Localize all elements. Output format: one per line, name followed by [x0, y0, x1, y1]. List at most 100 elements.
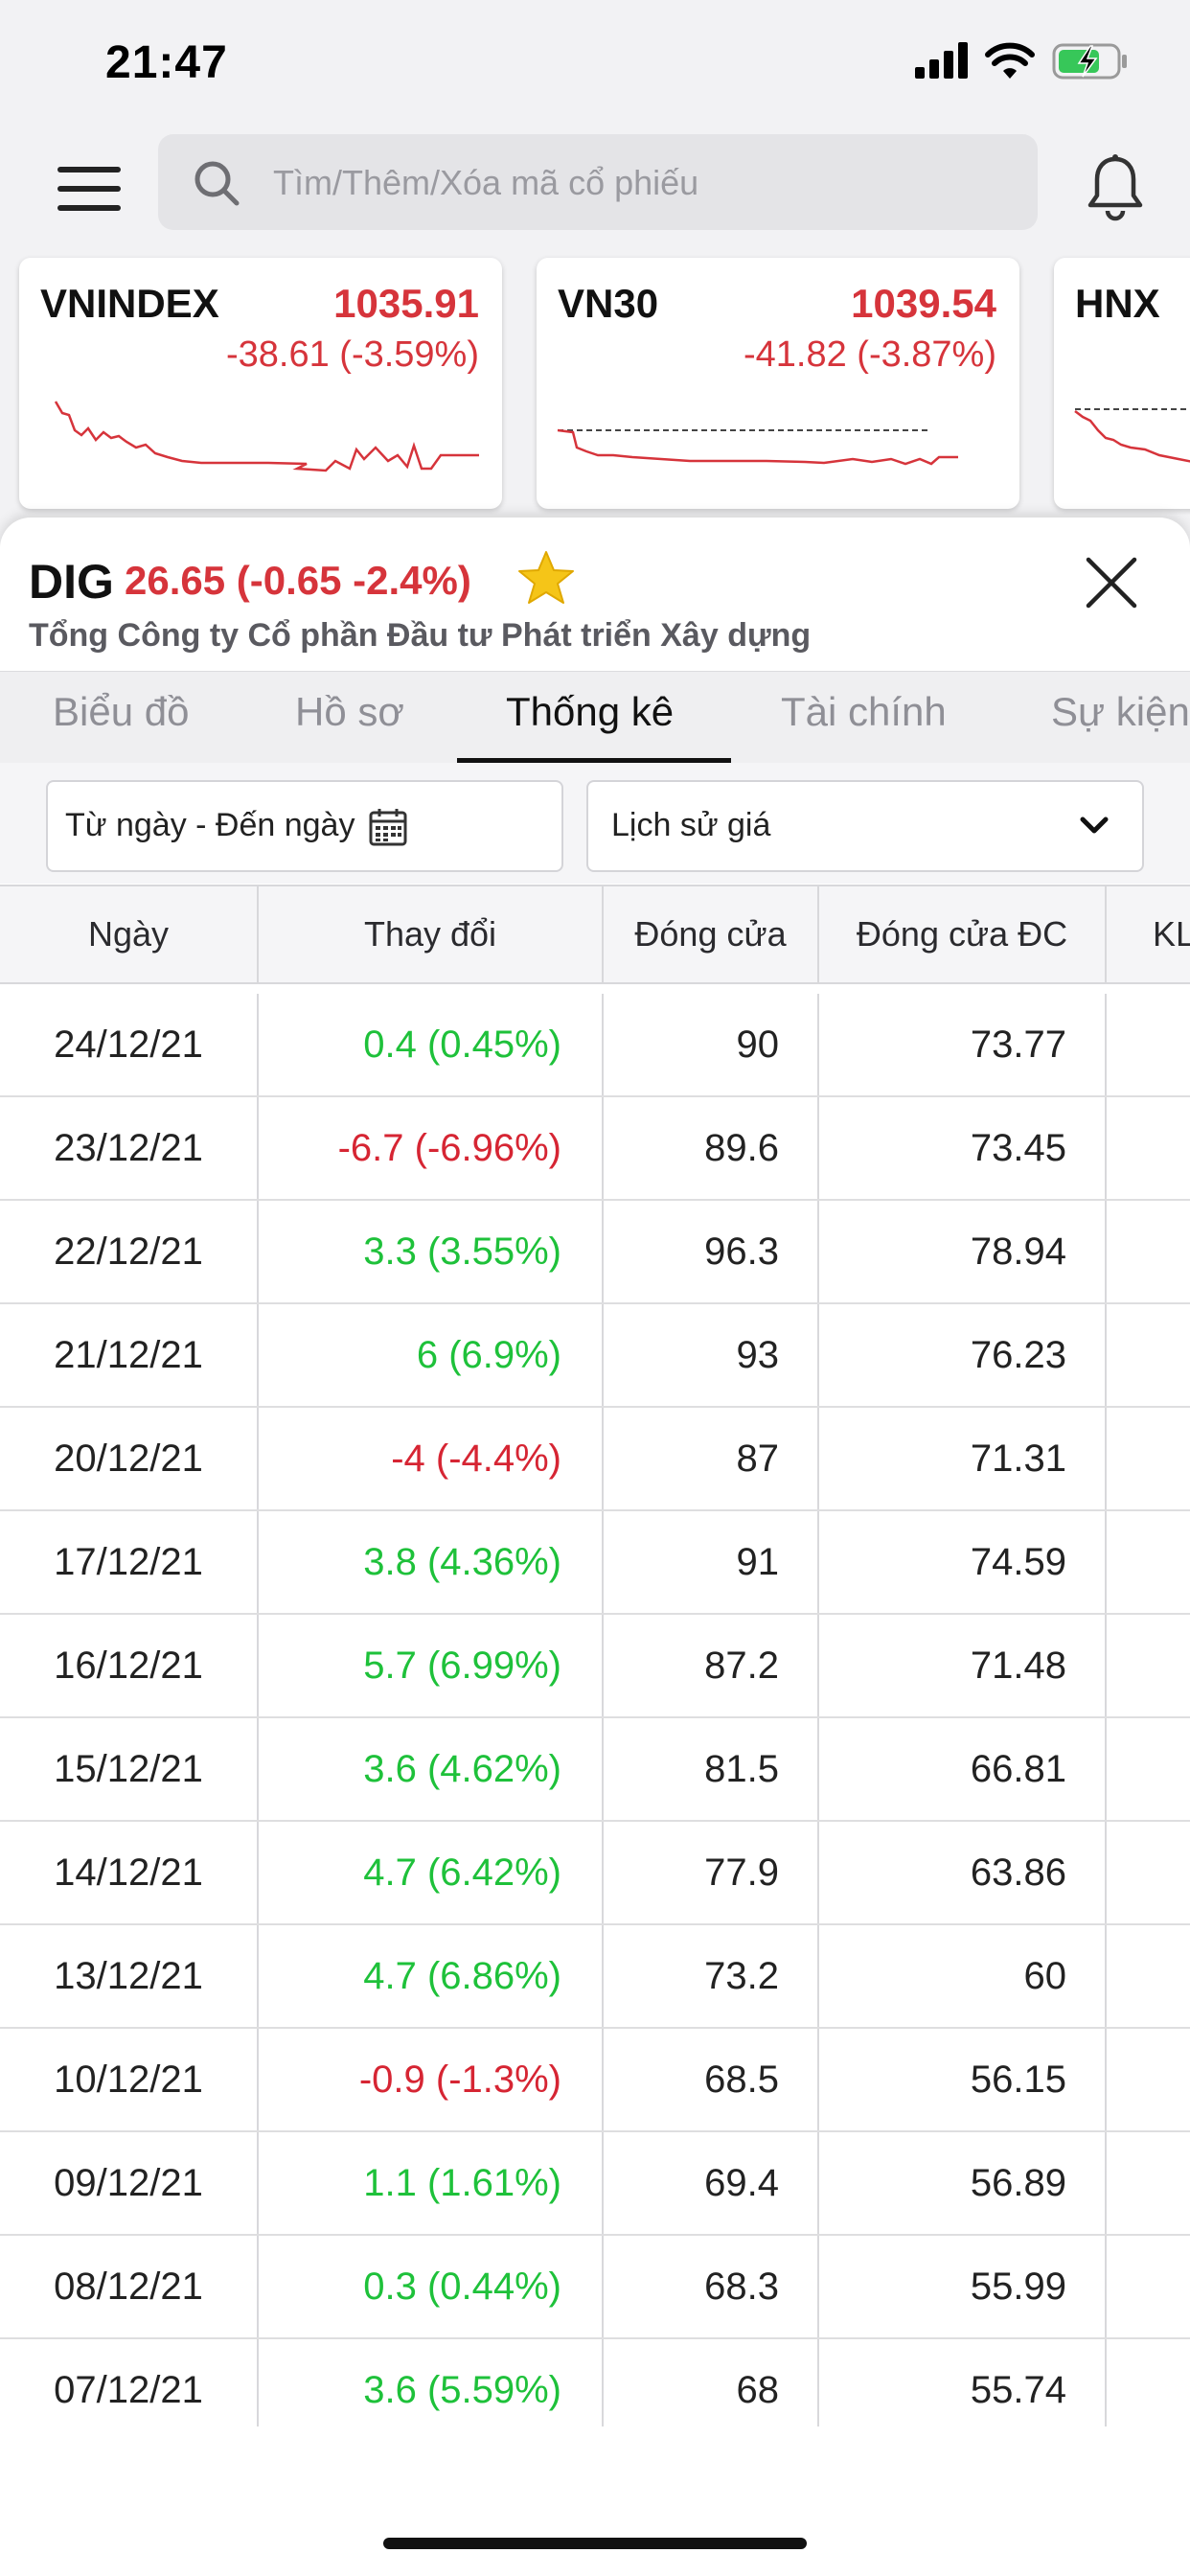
table-row[interactable]: 07/12/21 3.6 (5.59%) 68 55.74 — [0, 2339, 1190, 2426]
table-row[interactable]: 24/12/21 0.4 (0.45%) 90 73.77 — [0, 994, 1190, 1097]
cell-adjusted-close: 55.99 — [819, 2236, 1107, 2337]
status-bar: 21:47 — [0, 0, 1190, 125]
search-bar[interactable] — [158, 134, 1038, 230]
column-header-volume[interactable]: KL — [1153, 914, 1190, 954]
cell-close: 73.2 — [604, 1925, 819, 2027]
cell-volume — [1107, 2339, 1190, 2426]
index-price: 1039.54 — [851, 281, 996, 326]
cell-close: 69.4 — [604, 2132, 819, 2234]
bell-icon[interactable] — [1085, 153, 1146, 222]
table-row[interactable]: 13/12/21 4.7 (6.86%) 73.2 60 — [0, 1925, 1190, 2029]
calendar-icon — [369, 809, 407, 846]
column-header-date[interactable]: Ngày — [0, 886, 259, 982]
cell-change: 4.7 (6.86%) — [259, 1925, 604, 2027]
cellular-signal-icon — [915, 42, 968, 79]
cell-volume — [1107, 1822, 1190, 1923]
cell-close: 87 — [604, 1408, 819, 1509]
cell-change: 1.1 (1.61%) — [259, 2132, 604, 2234]
cell-adjusted-close: 76.23 — [819, 1304, 1107, 1406]
index-sparkline — [54, 401, 479, 472]
cell-date: 16/12/21 — [0, 1615, 259, 1716]
cell-close: 77.9 — [604, 1822, 819, 1923]
cell-change: -0.9 (-1.3%) — [259, 2029, 604, 2130]
cell-adjusted-close: 56.89 — [819, 2132, 1107, 2234]
column-header-change[interactable]: Thay đổi — [259, 886, 604, 982]
status-time: 21:47 — [105, 37, 228, 88]
index-name: VN30 — [558, 281, 659, 326]
active-tab-indicator — [457, 758, 731, 763]
search-input[interactable] — [271, 153, 1003, 213]
tab-bar: Biểu đồ Hồ sơ Thống kê Tài chính Sự kiện — [0, 671, 1190, 765]
cell-change: 3.8 (4.36%) — [259, 1511, 604, 1613]
filter-bar: Từ ngày - Đến ngày Lịch sử giá — [0, 763, 1190, 884]
price-history-table[interactable]: 24/12/21 0.4 (0.45%) 90 73.77 23/12/21 -6.7 (… — [0, 982, 1190, 2426]
tab-chart[interactable]: Biểu đồ — [53, 689, 190, 734]
table-row[interactable]: 22/12/21 3.3 (3.55%) 96.3 78.94 — [0, 1201, 1190, 1304]
cell-close: 68.5 — [604, 2029, 819, 2130]
table-row[interactable]: 20/12/21 -4 (-4.4%) 87 71.31 — [0, 1408, 1190, 1511]
hamburger-menu-icon[interactable] — [57, 167, 121, 213]
star-icon[interactable] — [515, 548, 577, 610]
battery-charging-icon — [1052, 43, 1127, 80]
table-row[interactable]: 17/12/21 3.8 (4.36%) 91 74.59 — [0, 1511, 1190, 1615]
close-icon[interactable] — [1083, 554, 1140, 611]
table-row[interactable]: 23/12/21 -6.7 (-6.96%) 89.6 73.45 — [0, 1097, 1190, 1201]
date-range-picker[interactable]: Từ ngày - Đến ngày — [46, 780, 563, 872]
cell-volume — [1107, 1408, 1190, 1509]
cell-adjusted-close: 55.74 — [819, 2339, 1107, 2426]
table-row[interactable]: 10/12/21 -0.9 (-1.3%) 68.5 56.15 — [0, 2029, 1190, 2132]
column-header-adjusted-close[interactable]: Đóng cửa ĐC — [819, 886, 1107, 982]
cell-volume — [1107, 2029, 1190, 2130]
cell-adjusted-close: 74.59 — [819, 1511, 1107, 1613]
tab-events[interactable]: Sự kiện — [1051, 689, 1190, 734]
table-row[interactable]: 15/12/21 3.6 (4.62%) 81.5 66.81 — [0, 1718, 1190, 1822]
cell-change: 6 (6.9%) — [259, 1304, 604, 1406]
index-cards-row: VNINDEX 1035.91 -38.61 (-3.59%) VN30 103… — [0, 254, 1190, 515]
tab-profile[interactable]: Hồ sơ — [295, 689, 404, 734]
cell-adjusted-close: 78.94 — [819, 1201, 1107, 1302]
search-icon — [195, 161, 240, 206]
cell-date: 08/12/21 — [0, 2236, 259, 2337]
cell-date: 09/12/21 — [0, 2132, 259, 2234]
cell-change: 0.4 (0.45%) — [259, 994, 604, 1095]
table-row[interactable]: 08/12/21 0.3 (0.44%) 68.3 55.99 — [0, 2236, 1190, 2339]
cell-date: 07/12/21 — [0, 2339, 259, 2426]
cell-close: 96.3 — [604, 1201, 819, 1302]
cell-change: 0.3 (0.44%) — [259, 2236, 604, 2337]
cell-volume — [1107, 1304, 1190, 1406]
cell-date: 17/12/21 — [0, 1511, 259, 1613]
history-type-value: Lịch sử giá — [611, 807, 771, 843]
index-sparkline — [1074, 408, 1190, 463]
cell-volume — [1107, 1718, 1190, 1820]
stock-price-change: 26.65 (-0.65 -2.4%) — [125, 558, 471, 603]
table-row[interactable]: 09/12/21 1.1 (1.61%) 69.4 56.89 — [0, 2132, 1190, 2236]
table-row[interactable]: 21/12/21 6 (6.9%) 93 76.23 — [0, 1304, 1190, 1408]
table-row[interactable]: 16/12/21 5.7 (6.99%) 87.2 71.48 — [0, 1615, 1190, 1718]
cell-date: 21/12/21 — [0, 1304, 259, 1406]
cell-date: 14/12/21 — [0, 1822, 259, 1923]
wifi-icon — [985, 42, 1035, 79]
company-name: Tổng Công ty Cổ phần Đầu tư Phát triển X… — [29, 617, 812, 654]
cell-adjusted-close: 60 — [819, 1925, 1107, 2027]
cell-adjusted-close: 73.45 — [819, 1097, 1107, 1199]
cell-close: 93 — [604, 1304, 819, 1406]
cell-volume — [1107, 1615, 1190, 1716]
cell-adjusted-close: 71.48 — [819, 1615, 1107, 1716]
cell-change: 5.7 (6.99%) — [259, 1615, 604, 1716]
date-range-label: Từ ngày - Đến ngày — [65, 807, 355, 843]
cell-change: 4.7 (6.42%) — [259, 1822, 604, 1923]
column-header-close[interactable]: Đóng cửa — [604, 886, 819, 982]
tab-finance[interactable]: Tài chính — [781, 689, 947, 734]
table-row[interactable]: 14/12/21 4.7 (6.42%) 77.9 63.86 — [0, 1822, 1190, 1925]
cell-date: 15/12/21 — [0, 1718, 259, 1820]
cell-change: 3.3 (3.55%) — [259, 1201, 604, 1302]
cell-close: 68.3 — [604, 2236, 819, 2337]
tab-statistics[interactable]: Thống kê — [506, 689, 675, 734]
index-card-vnindex[interactable]: VNINDEX 1035.91 -38.61 (-3.59%) — [19, 258, 502, 509]
history-type-select[interactable]: Lịch sử giá — [586, 780, 1144, 872]
cell-change: -6.7 (-6.96%) — [259, 1097, 604, 1199]
cell-change: 3.6 (4.62%) — [259, 1718, 604, 1820]
index-change: -41.82 (-3.87%) — [743, 334, 996, 375]
index-card-hnx[interactable]: HNX — [1054, 258, 1190, 509]
index-card-vn30[interactable]: VN30 1039.54 -41.82 (-3.87%) — [537, 258, 1019, 509]
